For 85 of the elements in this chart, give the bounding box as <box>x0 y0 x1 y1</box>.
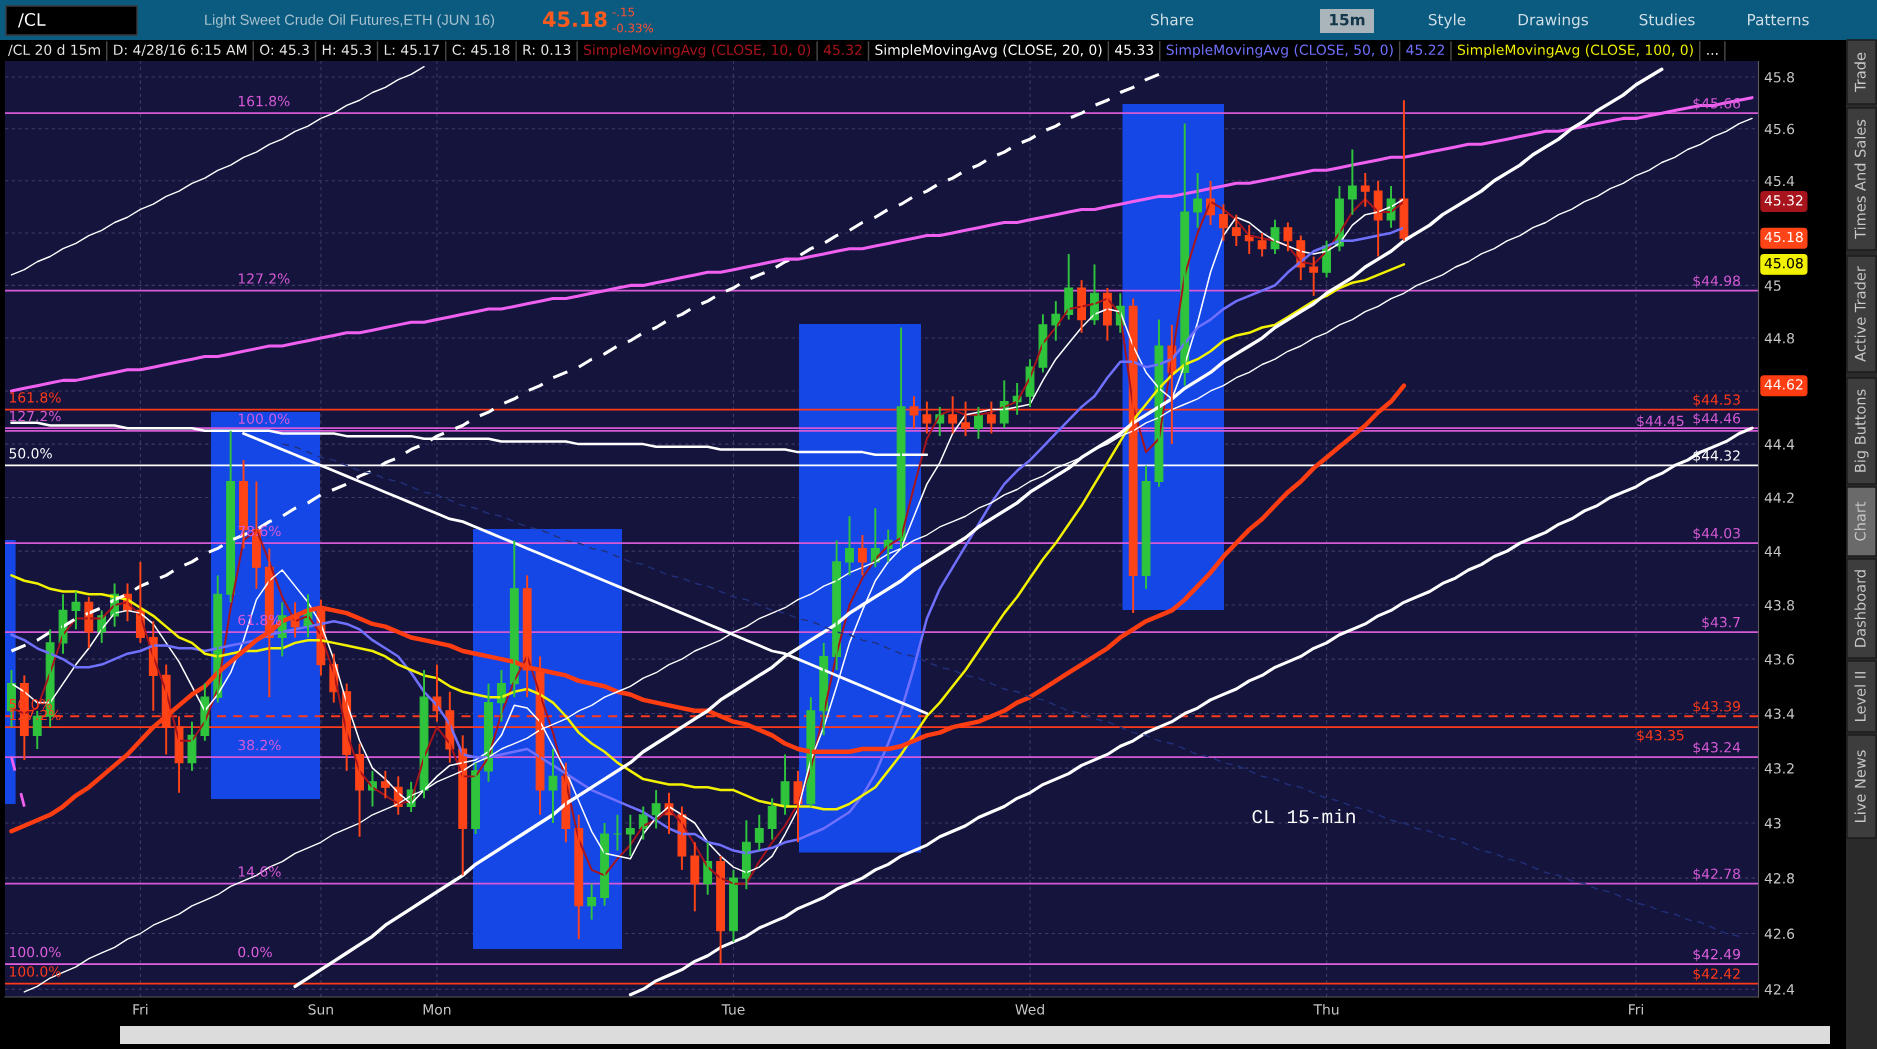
annotation: 127.2% <box>238 273 290 284</box>
annotation: 100.0% <box>238 413 290 424</box>
text: Level II <box>1854 672 1866 721</box>
text: SimpleMovingAvg (CLOSE, 50, 0) <box>1166 44 1393 58</box>
annotation: 161.8% <box>238 95 290 107</box>
annotation: $43.24 <box>1693 741 1741 755</box>
text: O: 45.3 <box>260 44 309 56</box>
y-tick-label: 45 <box>1764 280 1781 291</box>
y-tick-label: 42.8 <box>1764 873 1795 884</box>
text: SimpleMovingAvg (CLOSE, 100, 0) <box>1457 44 1693 58</box>
annotation: 161.8% <box>10 392 61 403</box>
x-tick-label: Sun <box>308 1004 333 1015</box>
text: Share <box>1150 13 1194 26</box>
annotation: $44.46 <box>1693 412 1741 426</box>
text: L: 45.17 <box>384 44 439 56</box>
text: Patterns <box>1748 14 1809 26</box>
y-tick-label: 44 <box>1764 546 1781 557</box>
text: Drawings <box>1518 13 1588 29</box>
text: /CL 20 d 15m <box>8 44 100 57</box>
text: Big Buttons <box>1854 389 1869 472</box>
x-tick-label: Mon <box>423 1004 451 1015</box>
annotation: 127.2% <box>10 410 61 422</box>
text: Studies <box>1639 13 1695 26</box>
text: Dashboard <box>1854 570 1866 647</box>
annotation: $42.78 <box>1693 868 1741 881</box>
text: 44.62 <box>1764 379 1803 390</box>
x-tick-label: Fri <box>1629 1003 1643 1015</box>
y-tick-label: 44.8 <box>1764 333 1795 344</box>
y-tick-label: 43.4 <box>1764 708 1795 719</box>
y-tick-label: 42.6 <box>1764 928 1795 940</box>
text: 45.32 <box>823 44 862 56</box>
annotation: $42.42 <box>1693 968 1740 981</box>
text: Style <box>1428 13 1466 29</box>
x-tick-label: Wed <box>1015 1003 1044 1015</box>
annotation: 100.0% <box>10 966 61 977</box>
text: 45.32 <box>1764 195 1803 206</box>
annotation: $43.39 <box>1693 700 1740 714</box>
text: H: 45.3 <box>322 44 371 56</box>
text: Active Trader <box>1854 266 1866 362</box>
x-tick-label: Tue <box>721 1004 745 1015</box>
text: SimpleMovingAvg (CLOSE, 20, 0) <box>875 44 1102 58</box>
y-tick-label: 43.8 <box>1764 599 1795 611</box>
text: ... <box>1707 53 1718 55</box>
x-tick-label: Thu <box>1313 1003 1339 1015</box>
y-tick-label: 44.4 <box>1764 439 1795 450</box>
y-tick-label: 42.4 <box>1764 984 1795 995</box>
annotation: 38.2% <box>238 739 281 751</box>
text: -.15 <box>612 7 634 17</box>
y-tick-label: 43 <box>1764 817 1781 829</box>
text: D: 4/28/16 6:15 AM <box>114 44 247 57</box>
text: C: 45.18 <box>452 44 510 56</box>
annotation: $44.03 <box>1693 527 1740 541</box>
annotation: 100.0% <box>10 946 61 958</box>
text: Live News <box>1854 750 1866 822</box>
annotation: CL 15-min <box>1252 808 1355 824</box>
y-tick-label: 43.2 <box>1764 763 1794 774</box>
text: -0.33% <box>612 23 654 33</box>
annotation: $43.35 <box>1637 729 1684 743</box>
y-tick-label: 43.6 <box>1764 654 1795 665</box>
text: SimpleMovingAvg (CLOSE, 10, 0) <box>584 44 811 58</box>
text: Trade <box>1854 52 1866 92</box>
text: /CL <box>18 12 46 28</box>
y-tick-label: 45.6 <box>1764 123 1795 135</box>
text: 45.22 <box>1406 44 1444 56</box>
text: 45.18 <box>1764 231 1803 243</box>
y-tick-label: 45.8 <box>1764 71 1795 83</box>
text: 45.18 <box>542 11 607 28</box>
annotation: 0.0% <box>238 946 272 958</box>
annotation: $42.49 <box>1693 948 1740 962</box>
text: 45.08 <box>1764 257 1803 269</box>
annotation: $43.7 <box>1702 616 1740 630</box>
annotation: $44.98 <box>1693 275 1741 288</box>
annotation: $44.45 <box>1637 415 1684 428</box>
text: R: 0.13 <box>523 44 571 56</box>
chart-title: Light Sweet Crude Oil Futures,ETH (JUN 16) <box>205 14 495 28</box>
text: Chart <box>1854 501 1866 541</box>
text: Times And Sales <box>1854 119 1866 239</box>
annotation: 50.0% <box>9 448 52 459</box>
y-tick-label: 45.4 <box>1764 175 1795 187</box>
annotation: $44.32 <box>1693 450 1740 463</box>
annotation: $44.53 <box>1693 394 1740 407</box>
text: 45.33 <box>1115 44 1154 56</box>
text: 15m <box>1330 14 1365 26</box>
x-tick-label: Fri <box>133 1003 148 1015</box>
y-tick-label: 44.2 <box>1764 492 1794 503</box>
